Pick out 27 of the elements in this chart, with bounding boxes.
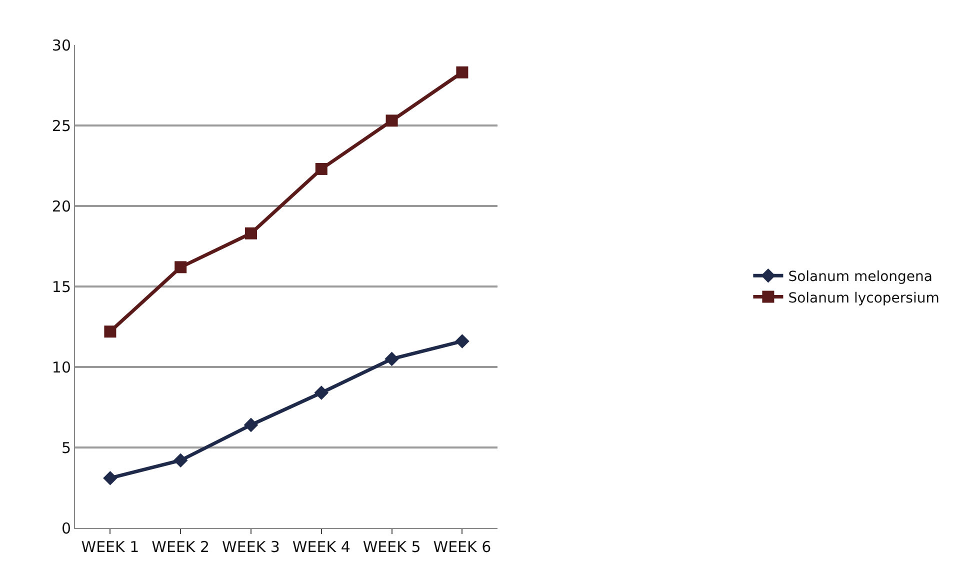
y-tick-label: 20 [52, 197, 71, 216]
y-tick-label: 5 [61, 438, 71, 457]
x-tick-label: WEEK 3 [222, 538, 280, 556]
y-tick-label: 15 [52, 278, 71, 296]
x-tick-label: WEEK 6 [433, 538, 492, 556]
x-tick-label: WEEK 1 [81, 538, 140, 556]
x-tick-label: WEEK 5 [362, 538, 421, 556]
x-tick-label: WEEK 2 [152, 538, 210, 556]
point [456, 66, 468, 78]
y-tick-label: 25 [52, 116, 71, 135]
point [104, 326, 116, 338]
point [173, 453, 188, 468]
point [174, 261, 187, 274]
point [245, 227, 257, 240]
point [455, 334, 470, 348]
y-tick-label: 10 [52, 358, 71, 376]
point [384, 352, 399, 366]
point [244, 418, 258, 432]
legend-label: Solanum lycopersium [788, 290, 940, 306]
point [315, 162, 328, 175]
point [103, 470, 118, 486]
y-tick-label: 0 [61, 519, 71, 538]
x-tick-label: WEEK 4 [292, 538, 350, 556]
point [314, 386, 329, 400]
y-tick-label: 30 [52, 36, 71, 54]
point [386, 114, 398, 127]
legend-label: Solanum melongena [788, 269, 932, 286]
